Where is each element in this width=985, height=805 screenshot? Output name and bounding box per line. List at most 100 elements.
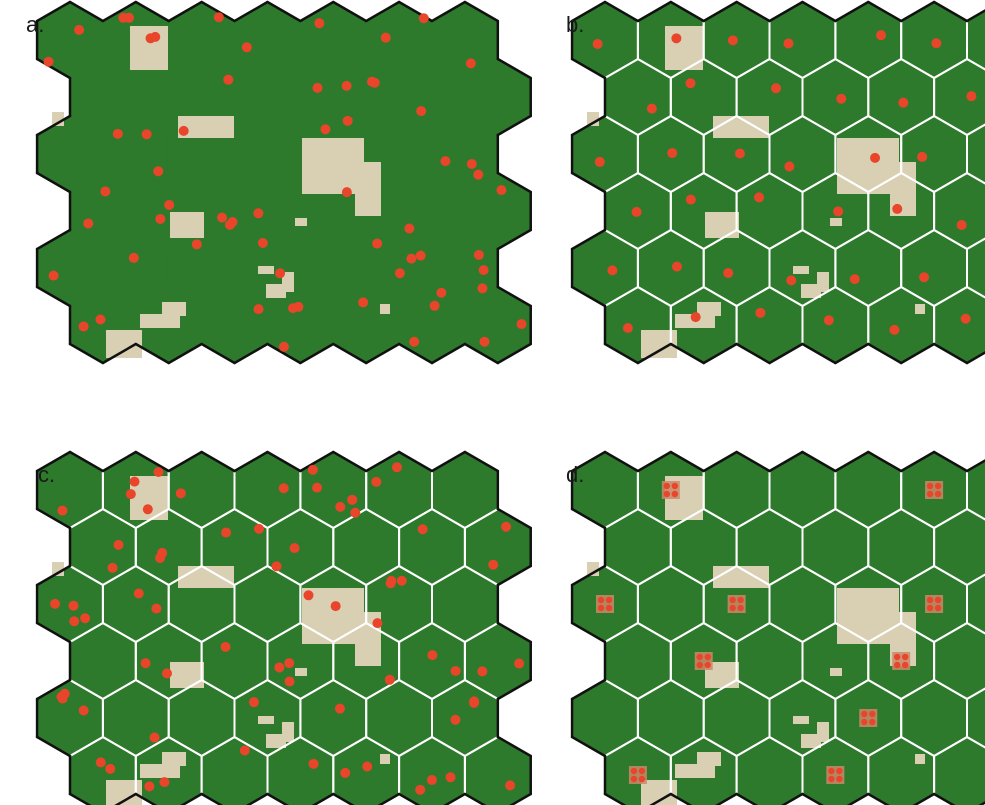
boundary-edge xyxy=(311,792,335,805)
boundary-edge xyxy=(200,792,224,805)
sample-point xyxy=(396,575,407,586)
boundary-edge xyxy=(134,792,158,805)
sample-point xyxy=(78,321,89,332)
boundary-edge xyxy=(932,450,969,473)
clearing-patch xyxy=(266,734,286,748)
sample-point xyxy=(663,482,671,490)
sample-point xyxy=(239,745,250,756)
sample-point xyxy=(223,74,234,85)
boundary-edge xyxy=(332,342,368,365)
sample-point xyxy=(892,203,903,214)
boundary-edge xyxy=(649,792,673,805)
sample-point xyxy=(415,250,426,261)
cluster-square xyxy=(859,709,878,727)
boundary-edge xyxy=(636,342,673,365)
sample-point xyxy=(934,604,942,612)
sample-point xyxy=(128,252,139,263)
cluster-square xyxy=(925,481,944,499)
sample-point xyxy=(671,261,682,272)
sample-point xyxy=(164,199,175,210)
sample-point xyxy=(685,78,696,89)
boundary-edge xyxy=(332,450,368,473)
sample-point xyxy=(384,674,395,685)
sample-point xyxy=(966,91,977,102)
clearing-patch xyxy=(830,668,842,676)
sample-point xyxy=(630,767,638,775)
sample-point xyxy=(690,312,701,323)
sample-point xyxy=(605,604,613,612)
panel-c xyxy=(35,450,532,805)
sample-point xyxy=(380,32,391,43)
sample-point xyxy=(125,489,136,500)
sample-point xyxy=(926,490,934,498)
sample-point xyxy=(386,575,397,586)
boundary-edge xyxy=(134,0,170,23)
clearing-patch xyxy=(675,764,715,778)
sample-point xyxy=(241,42,252,53)
sample-point xyxy=(334,703,345,714)
sample-point xyxy=(340,767,351,778)
sample-point xyxy=(320,124,331,135)
boundary-edge xyxy=(867,450,903,473)
sample-point xyxy=(69,616,80,627)
boundary-edge xyxy=(35,450,72,473)
boundary-edge xyxy=(233,450,269,473)
sample-point xyxy=(153,166,164,177)
sample-point xyxy=(696,661,703,669)
sample-point xyxy=(271,561,282,572)
sample-point xyxy=(314,18,325,29)
sample-point xyxy=(671,482,679,490)
boundary-edge xyxy=(846,792,870,805)
boundary-edge xyxy=(735,450,771,473)
boundary-edge xyxy=(899,0,936,23)
sample-point xyxy=(347,494,358,505)
sample-point xyxy=(631,206,642,217)
sample-point xyxy=(833,206,844,217)
clearing-patch xyxy=(302,138,364,194)
boundary-edge xyxy=(430,342,467,365)
boundary-edge xyxy=(867,0,903,23)
boundary-edge xyxy=(332,0,368,23)
sample-point xyxy=(415,784,426,795)
sample-cluster xyxy=(628,766,647,784)
sample-point xyxy=(919,272,930,283)
boundary-edge xyxy=(496,564,532,587)
sample-point xyxy=(129,476,140,487)
sample-point xyxy=(371,476,382,487)
sample-point xyxy=(254,523,265,534)
sample-point xyxy=(141,129,152,140)
sample-point xyxy=(901,661,909,669)
sample-point xyxy=(224,219,235,230)
boundary-edge xyxy=(570,507,607,530)
boundary-edge xyxy=(35,735,72,758)
boundary-edge xyxy=(68,342,105,365)
boundary-edge xyxy=(509,792,532,805)
sample-point xyxy=(771,83,782,94)
boundary-edge xyxy=(899,450,936,473)
sample-point xyxy=(149,732,160,743)
boundary-edge xyxy=(899,342,936,365)
clearing-patch xyxy=(282,272,294,292)
boundary-edge xyxy=(245,792,269,805)
sample-point xyxy=(191,239,202,250)
sample-point xyxy=(488,559,499,570)
sample-point xyxy=(861,718,868,726)
sample-cluster xyxy=(859,709,878,727)
boundary-edge xyxy=(496,114,532,137)
sample-point xyxy=(893,661,901,669)
boundary-edge xyxy=(430,0,467,23)
sample-point xyxy=(406,253,417,264)
cluster-square xyxy=(596,595,614,613)
clearing-patch xyxy=(837,138,899,194)
sample-point xyxy=(253,208,264,219)
boundary-edge xyxy=(702,342,738,365)
sample-point xyxy=(473,169,484,180)
sample-point xyxy=(284,658,295,669)
clearing-patch xyxy=(295,218,307,226)
boundary-edge xyxy=(266,342,302,365)
panel-label-a: a. xyxy=(26,12,45,37)
boundary-edge xyxy=(68,0,105,23)
boundary-edge xyxy=(377,792,401,805)
sample-point xyxy=(155,213,166,224)
